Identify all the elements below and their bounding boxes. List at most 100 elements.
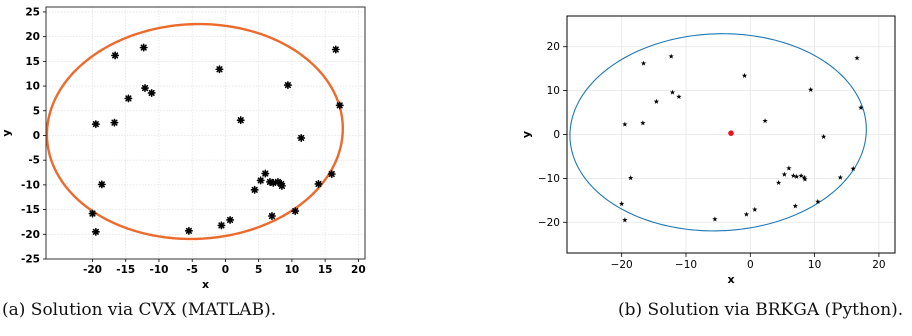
chart-b-ellipse xyxy=(569,33,867,232)
chart-b-xlabel: x xyxy=(727,273,734,286)
chart-b-point-11 xyxy=(858,104,864,110)
chart-b-point-2 xyxy=(622,121,628,127)
chart-b-xtick-label-4: 20 xyxy=(872,259,885,271)
chart-a-axes-frame xyxy=(45,6,366,260)
chart-b-xtick-label-1: −10 xyxy=(675,259,697,271)
chart-a-point-19 xyxy=(250,185,259,194)
chart-a-ytick-label-0: -25 xyxy=(21,254,40,266)
chart-a-xtick-label-6: 10 xyxy=(285,264,300,276)
chart-a-xtick-label-7: 15 xyxy=(318,264,333,276)
chart-b-point-7 xyxy=(741,72,748,78)
chart-b-point-1 xyxy=(668,53,674,59)
chart-a-ytick-label-4: -5 xyxy=(28,155,40,167)
chart-a-xtick-label-5: 5 xyxy=(255,264,262,276)
chart-b-ylabel: y xyxy=(520,131,533,138)
chart-b-point-29 xyxy=(837,174,843,180)
chart-b-point-19 xyxy=(775,179,782,186)
chart-b-ytick-label-1: −10 xyxy=(538,173,560,185)
chart-b-point-5 xyxy=(669,89,676,95)
chart-a-ylabel: y xyxy=(0,129,13,136)
chart-b-point-27 xyxy=(792,203,798,209)
chart-b-point-24 xyxy=(798,172,804,179)
chart-a-xtick-label-1: -15 xyxy=(116,264,135,276)
chart-a-point-10 xyxy=(331,45,340,54)
chart-b-point-0 xyxy=(640,60,647,66)
chart-a-point-11 xyxy=(335,101,344,110)
chart-a-xtick-label-0: -20 xyxy=(83,264,102,276)
chart-a-xlabel: x xyxy=(202,278,209,291)
chart-a-point-29 xyxy=(314,179,323,188)
chart-b-point-22 xyxy=(790,172,797,179)
chart-a-xtick-label-2: -10 xyxy=(149,264,168,276)
chart-b-point-3 xyxy=(640,120,646,126)
caption-a: (a) Solution via CVX (MATLAB). xyxy=(2,300,277,320)
chart-b-point-16 xyxy=(712,216,718,222)
chart-a-ellipse xyxy=(45,22,345,241)
chart-a-ytick-label-3: -10 xyxy=(21,179,40,191)
chart-a-ytick-label-10: 25 xyxy=(25,6,40,18)
chart-a-point-30 xyxy=(327,170,336,179)
chart-a-point-0 xyxy=(111,51,120,60)
chart-b-point-18 xyxy=(752,206,758,212)
chart-b-point-30 xyxy=(850,165,856,171)
chart-a-point-3 xyxy=(110,118,119,127)
chart-a-point-20 xyxy=(256,176,265,185)
chart-a-ytick-label-5: 0 xyxy=(33,130,40,142)
chart-b-ytick-label-0: −20 xyxy=(538,217,560,229)
chart-a-point-4 xyxy=(124,94,133,103)
chart-a-ytick-label-2: -15 xyxy=(21,204,40,216)
chart-b-point-20 xyxy=(781,171,788,177)
chart-b-point-9 xyxy=(808,86,814,92)
chart-a-ytick-label-8: 15 xyxy=(25,56,40,68)
chart-a-point-28 xyxy=(291,207,300,216)
chart-a-ytick-label-1: -20 xyxy=(21,229,40,241)
chart-a-point-8 xyxy=(236,116,245,125)
chart-b-point-15 xyxy=(622,217,628,223)
chart-b-point-4 xyxy=(653,98,660,104)
chart-b-point-28 xyxy=(815,198,821,204)
chart-a-xtick-label-4: 0 xyxy=(222,264,229,276)
chart-b-point-8 xyxy=(762,118,768,124)
chart-a-point-13 xyxy=(97,180,106,189)
chart-a-point-1 xyxy=(139,43,148,52)
chart-b-point-17 xyxy=(743,211,750,217)
chart-a-ytick-label-7: 10 xyxy=(25,81,40,93)
chart-a-point-17 xyxy=(217,221,226,230)
chart-a-point-5 xyxy=(141,84,150,93)
chart-b-xtick-label-0: −20 xyxy=(611,259,633,271)
chart-b-point-26 xyxy=(801,174,807,180)
chart-a-point-26 xyxy=(277,179,286,188)
chart-b-point-14 xyxy=(619,201,625,207)
chart-b-ytick-label-3: 10 xyxy=(547,85,560,97)
chart-b-point-21 xyxy=(786,165,792,171)
chart-a-point-16 xyxy=(184,226,193,235)
chart-a-cvx: -20 -15 -10 -5 0 5 10 15 20 -25 -20 -15 -10 -5 0 5 10 15 2… xyxy=(0,6,366,291)
chart-a-ytick-label-9: 20 xyxy=(25,31,40,43)
chart-a-point-27 xyxy=(267,212,276,221)
chart-a-point-9 xyxy=(283,81,292,90)
chart-b-point-10 xyxy=(854,55,860,61)
chart-a-point-18 xyxy=(226,215,235,224)
chart-b-point-13 xyxy=(628,175,634,181)
chart-b-center-point xyxy=(728,130,734,136)
figure-canvas: -20 -15 -10 -5 0 5 10 15 20 -25 -20 -15 -10 -5 0 5 10 15 2… xyxy=(0,6,896,291)
chart-b-brkga: −20 −10 0 10 20 −20 −10 0 10 20 x y xyxy=(520,15,896,286)
chart-a-point-15 xyxy=(91,227,100,236)
chart-a-point-6 xyxy=(147,88,156,97)
chart-a-ytick-label-6: 5 xyxy=(33,105,40,117)
chart-b-ytick-label-2: 0 xyxy=(553,129,560,141)
chart-a-point-14 xyxy=(88,209,97,218)
chart-a-plot-area xyxy=(46,7,365,259)
chart-a-point-21 xyxy=(261,169,270,178)
caption-b: (b) Solution via BRKGA (Python). xyxy=(618,300,904,320)
chart-b-xtick-label-2: 0 xyxy=(747,259,754,271)
chart-a-point-23 xyxy=(269,178,278,187)
chart-a-point-7 xyxy=(215,65,224,74)
chart-b-point-23 xyxy=(793,173,800,179)
chart-b-point-6 xyxy=(676,93,682,100)
chart-b-ytick-label-4: 20 xyxy=(547,41,560,53)
chart-a-xtick-label-8: 20 xyxy=(351,264,366,276)
chart-a-point-12 xyxy=(297,133,306,142)
chart-b-xtick-label-3: 10 xyxy=(808,259,821,271)
chart-b-point-12 xyxy=(820,133,827,139)
